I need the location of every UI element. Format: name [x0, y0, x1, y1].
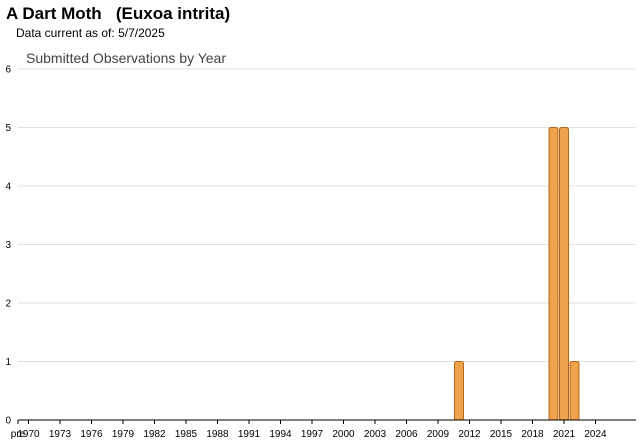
y-tick-label: 5: [5, 123, 11, 134]
x-tick-label: 2018: [521, 429, 544, 440]
x-tick-label: 1973: [49, 429, 72, 440]
x-tick-label: 1994: [269, 429, 292, 440]
x-tick-label: 2006: [395, 429, 418, 440]
x-tick-label: 1988: [206, 429, 229, 440]
y-axis-ticks: 0 1 2 3 4 5 6: [5, 65, 11, 427]
bar-2021: [559, 127, 569, 421]
species-latin-name: (Euxoa intrita): [115, 4, 231, 23]
species-title: A Dart Moth (Euxoa intrita): [6, 4, 230, 24]
y-tick-label: 1: [5, 357, 11, 368]
chart-title: Submitted Observations by Year: [26, 50, 226, 66]
x-tick-label: 1997: [301, 429, 324, 440]
x-tick-label: 1985: [175, 429, 198, 440]
y-tick-label: 6: [5, 65, 11, 76]
bar-2020: [548, 127, 559, 421]
x-tick-label: 1991: [238, 429, 261, 440]
x-tick-label: 2009: [427, 429, 450, 440]
species-common-name: A Dart Moth: [6, 4, 102, 23]
y-tick-label: 4: [5, 182, 11, 193]
bars: [454, 127, 580, 421]
x-tick-label: 1982: [143, 429, 166, 440]
x-tick-label: 2021: [553, 429, 576, 440]
y-tick-label: 2: [5, 299, 11, 310]
x-tick-label: 2012: [458, 429, 481, 440]
x-tick-label: 2000: [332, 429, 355, 440]
x-tick-label: 1976: [80, 429, 103, 440]
x-tick-label: 2024: [584, 429, 607, 440]
x-tick-label: 2015: [490, 429, 513, 440]
x-tick-label: 2003: [364, 429, 387, 440]
x-tick-label: 1970: [17, 429, 40, 440]
grid-lines: [18, 68, 636, 362]
bar-2022: [569, 361, 580, 421]
data-current-note: Data current as of: 5/7/2025: [16, 26, 165, 40]
x-tick-label: pre: [11, 429, 26, 440]
data-current-date: 5/7/2025: [118, 26, 165, 40]
bar-2011: [454, 361, 464, 421]
x-tick-label: 1979: [112, 429, 135, 440]
data-current-label: Data current as of:: [16, 26, 115, 40]
y-tick-label: 0: [5, 416, 11, 427]
y-tick-label: 3: [5, 240, 11, 251]
